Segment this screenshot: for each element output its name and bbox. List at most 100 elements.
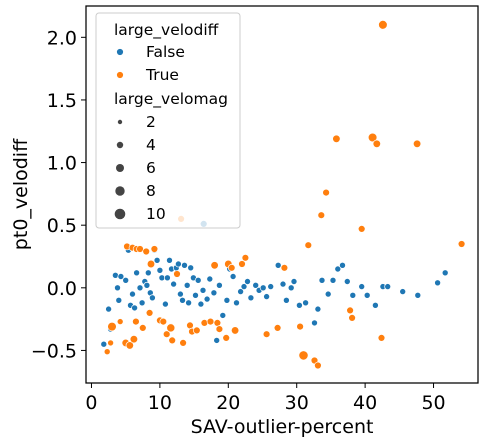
point-false-67: [296, 301, 303, 309]
point-false-75: [339, 261, 346, 269]
point-false-44: [206, 275, 214, 283]
point-false-0: [100, 340, 108, 348]
point-false-82: [384, 283, 392, 290]
point-false-25: [164, 274, 171, 282]
point-false-66: [290, 278, 298, 285]
y-tick-label-0: −0.5: [31, 340, 77, 362]
point-false-41: [199, 286, 207, 294]
legend-false-label: False: [146, 43, 185, 61]
point-false-36: [187, 264, 195, 272]
point-false-85: [434, 279, 441, 287]
point-false-49: [223, 296, 231, 304]
point-false-59: [259, 284, 267, 292]
point-true-51: [348, 314, 356, 322]
point-false-84: [414, 291, 422, 299]
legend-size-2-marker: [117, 119, 123, 125]
point-false-71: [318, 276, 326, 284]
point-false-22: [156, 266, 164, 274]
legend-size-2-label: 2: [146, 113, 156, 131]
point-false-30: [175, 260, 182, 268]
point-true-31: [213, 319, 222, 327]
point-true-53: [367, 132, 378, 143]
point-false-6: [117, 273, 125, 280]
point-true-33: [222, 334, 231, 342]
plot-frame: [85, 5, 479, 384]
point-true-36: [230, 326, 240, 335]
point-true-15: [146, 259, 156, 269]
y-tick-label-4: 1.5: [47, 90, 77, 112]
x-tick-label-30: 30: [285, 392, 309, 414]
point-true-40: [273, 324, 282, 332]
x-tick-label-0: 0: [85, 392, 97, 414]
point-true-42: [296, 322, 304, 331]
point-false-68: [302, 299, 309, 307]
point-false-56: [247, 294, 255, 302]
point-false-1: [105, 305, 112, 313]
legend-size-8-marker: [115, 186, 125, 196]
point-true-6: [129, 335, 139, 344]
point-false-10: [129, 290, 136, 298]
point-true-12: [139, 324, 147, 332]
legend-size-6-label: 6: [146, 159, 156, 177]
point-false-28: [170, 280, 177, 288]
point-false-24: [162, 300, 169, 308]
legend-frame: [95, 12, 241, 229]
point-true-54: [372, 139, 381, 148]
point-true-35: [227, 263, 236, 272]
point-true-44: [304, 241, 313, 250]
point-true-50: [346, 306, 354, 315]
point-true-32: [215, 325, 224, 333]
point-true-25: [186, 321, 194, 330]
point-true-14: [145, 309, 154, 317]
point-true-41: [280, 263, 289, 272]
point-true-22: [173, 270, 181, 278]
point-true-30: [210, 261, 219, 270]
point-false-77: [349, 291, 357, 299]
x-axis-label: SAV-outlier-percent: [191, 416, 374, 438]
point-false-55: [244, 278, 251, 285]
point-false-26: [166, 256, 173, 264]
legend: large_velodiff False True large_velomag …: [95, 12, 241, 229]
point-false-7: [122, 276, 130, 284]
legend-size-4-marker: [116, 141, 124, 149]
point-false-16: [143, 281, 151, 289]
point-false-74: [334, 265, 342, 273]
point-false-12: [133, 269, 140, 277]
x-axis: 0 10 20 30 40 50: [85, 383, 446, 414]
legend-size-6-marker: [116, 164, 124, 172]
point-false-61: [267, 283, 275, 290]
point-false-31: [177, 290, 184, 298]
legend-hue-title: large_velodiff: [114, 21, 219, 40]
point-true-9: [132, 317, 140, 326]
point-false-79: [363, 291, 371, 299]
point-true-20: [166, 323, 176, 333]
point-false-86: [441, 269, 449, 277]
point-false-17: [144, 269, 152, 277]
point-true-19: [162, 330, 171, 339]
point-false-62: [274, 261, 282, 269]
point-true-27: [193, 326, 201, 335]
point-false-46: [213, 337, 221, 344]
point-false-4: [114, 284, 121, 292]
x-tick-label-10: 10: [148, 392, 172, 414]
y-tick-label-1: 0.0: [47, 278, 77, 300]
point-true-37: [238, 260, 246, 268]
point-true-24: [179, 339, 187, 347]
y-tick-label-5: 2.0: [47, 27, 77, 49]
point-true-3: [116, 318, 124, 325]
legend-false-marker: [116, 48, 124, 56]
point-false-11: [131, 304, 138, 312]
point-false-14: [138, 299, 146, 307]
point-true-46: [314, 361, 322, 370]
points-layer: [100, 20, 466, 370]
point-false-52: [233, 299, 240, 307]
point-false-57: [252, 281, 260, 289]
point-false-32: [179, 296, 186, 304]
legend-size-10-label: 10: [146, 205, 166, 223]
point-false-54: [240, 283, 248, 290]
point-false-80: [372, 301, 379, 309]
point-false-3: [112, 271, 119, 279]
point-true-49: [332, 134, 341, 143]
point-false-53: [237, 288, 244, 295]
